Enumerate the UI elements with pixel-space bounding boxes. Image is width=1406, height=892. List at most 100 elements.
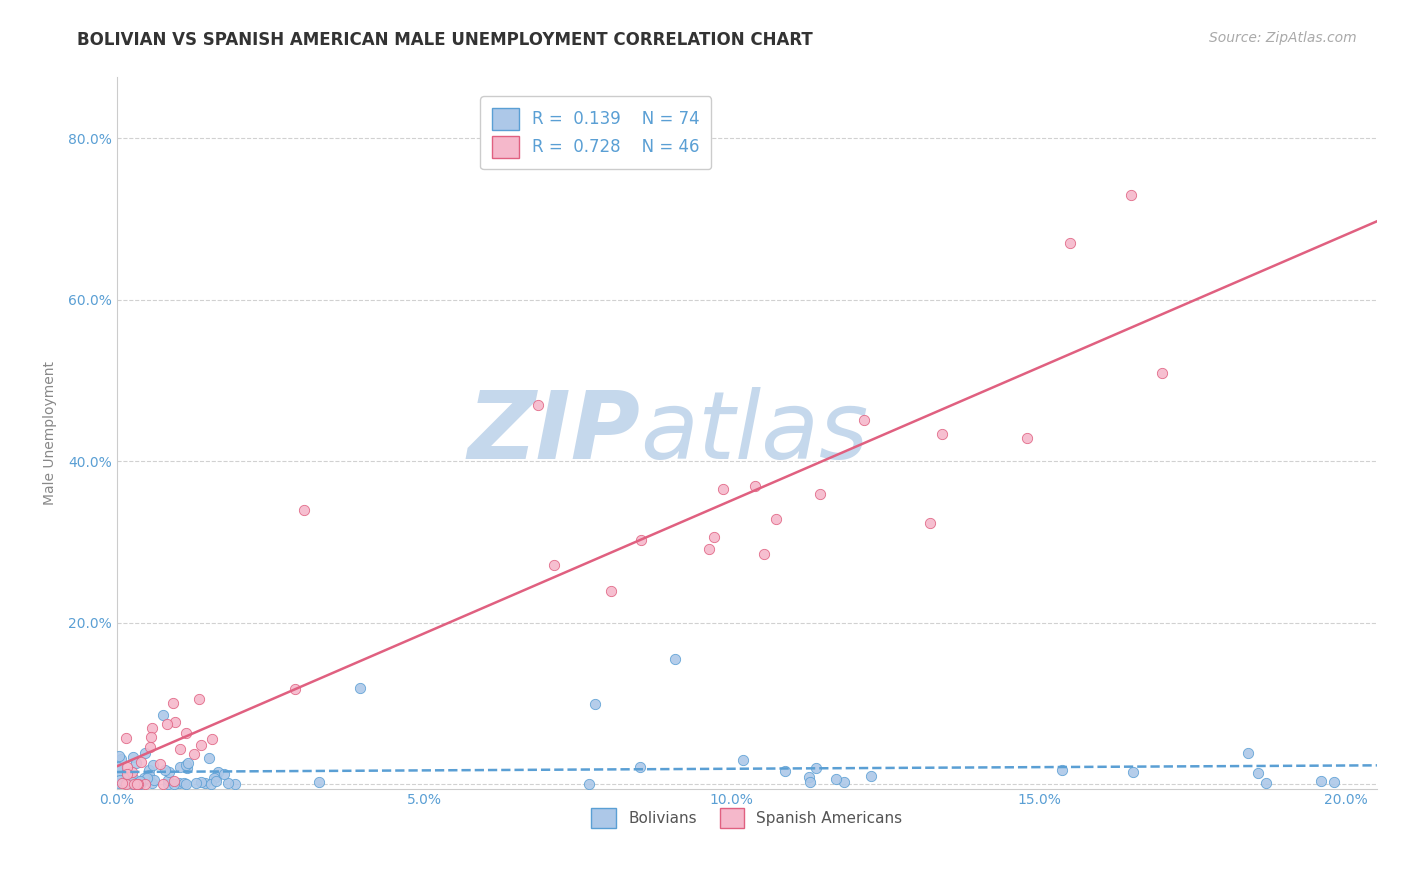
Point xyxy=(1310,774,1333,789)
Point xyxy=(1050,763,1073,777)
Point xyxy=(583,697,606,711)
Point xyxy=(600,584,623,599)
Point xyxy=(153,763,176,777)
Point xyxy=(114,777,136,791)
Point xyxy=(169,741,191,756)
Point xyxy=(129,755,152,769)
Point xyxy=(163,777,186,791)
Point xyxy=(134,746,156,760)
Point xyxy=(142,757,165,772)
Point xyxy=(1246,765,1268,780)
Point xyxy=(201,731,224,746)
Point xyxy=(107,748,129,763)
Point xyxy=(212,766,235,780)
Point xyxy=(134,771,156,785)
Point xyxy=(797,770,820,784)
Point xyxy=(134,777,156,791)
Point xyxy=(121,764,143,779)
Point xyxy=(711,482,734,496)
Point xyxy=(122,777,145,791)
Point xyxy=(122,772,145,787)
Text: Source: ZipAtlas.com: Source: ZipAtlas.com xyxy=(1209,31,1357,45)
Point xyxy=(183,747,205,761)
Point xyxy=(1323,775,1346,789)
Point xyxy=(628,760,651,774)
Point xyxy=(703,530,725,544)
Point xyxy=(141,775,163,789)
Point xyxy=(808,487,831,501)
Point xyxy=(139,730,162,744)
Point xyxy=(1015,432,1038,446)
Point xyxy=(1122,765,1144,780)
Point xyxy=(169,776,191,790)
Point xyxy=(664,652,686,666)
Point xyxy=(920,516,942,531)
Point xyxy=(136,770,159,784)
Point xyxy=(129,777,152,791)
Point xyxy=(138,763,160,777)
Point xyxy=(128,775,150,789)
Point xyxy=(149,756,172,771)
Point xyxy=(125,777,148,791)
Point xyxy=(187,691,209,706)
Point xyxy=(127,777,149,791)
Text: ZIP: ZIP xyxy=(467,387,640,479)
Point xyxy=(122,776,145,790)
Point xyxy=(205,773,228,788)
Point xyxy=(122,771,145,785)
Point xyxy=(1119,187,1142,202)
Point xyxy=(931,426,953,441)
Point xyxy=(157,773,180,788)
Y-axis label: Male Unemployment: Male Unemployment xyxy=(44,361,58,505)
Text: atlas: atlas xyxy=(640,387,868,478)
Point xyxy=(121,750,143,764)
Point xyxy=(194,775,217,789)
Point xyxy=(825,772,848,787)
Point xyxy=(110,751,132,765)
Point xyxy=(198,751,221,765)
Point xyxy=(308,774,330,789)
Point xyxy=(135,770,157,784)
Point xyxy=(135,771,157,785)
Point xyxy=(731,753,754,767)
Legend: Bolivians, Spanish Americans: Bolivians, Spanish Americans xyxy=(585,803,908,834)
Point xyxy=(1059,236,1081,251)
Point xyxy=(174,777,197,791)
Point xyxy=(799,775,821,789)
Point xyxy=(176,761,198,775)
Point xyxy=(174,757,197,772)
Point xyxy=(142,772,165,787)
Point xyxy=(543,558,565,572)
Point xyxy=(156,717,179,731)
Point xyxy=(141,722,163,736)
Point xyxy=(162,696,184,710)
Point xyxy=(832,774,855,789)
Point xyxy=(157,777,180,791)
Point xyxy=(108,776,131,790)
Point xyxy=(152,777,174,791)
Text: BOLIVIAN VS SPANISH AMERICAN MALE UNEMPLOYMENT CORRELATION CHART: BOLIVIAN VS SPANISH AMERICAN MALE UNEMPL… xyxy=(77,31,813,49)
Point xyxy=(163,774,186,789)
Point xyxy=(157,765,180,780)
Point xyxy=(177,756,200,770)
Point xyxy=(114,771,136,785)
Point xyxy=(110,772,132,787)
Point xyxy=(139,739,162,754)
Point xyxy=(527,398,550,412)
Point xyxy=(775,764,797,778)
Point xyxy=(186,776,208,790)
Point xyxy=(190,775,212,789)
Point xyxy=(115,767,138,781)
Point xyxy=(173,776,195,790)
Point xyxy=(114,776,136,790)
Point xyxy=(129,776,152,790)
Point xyxy=(111,776,134,790)
Point xyxy=(284,681,307,696)
Point xyxy=(169,760,191,774)
Point xyxy=(125,756,148,770)
Point xyxy=(349,681,371,695)
Point xyxy=(114,731,136,745)
Point xyxy=(859,769,882,783)
Point xyxy=(200,777,222,791)
Point xyxy=(292,502,315,516)
